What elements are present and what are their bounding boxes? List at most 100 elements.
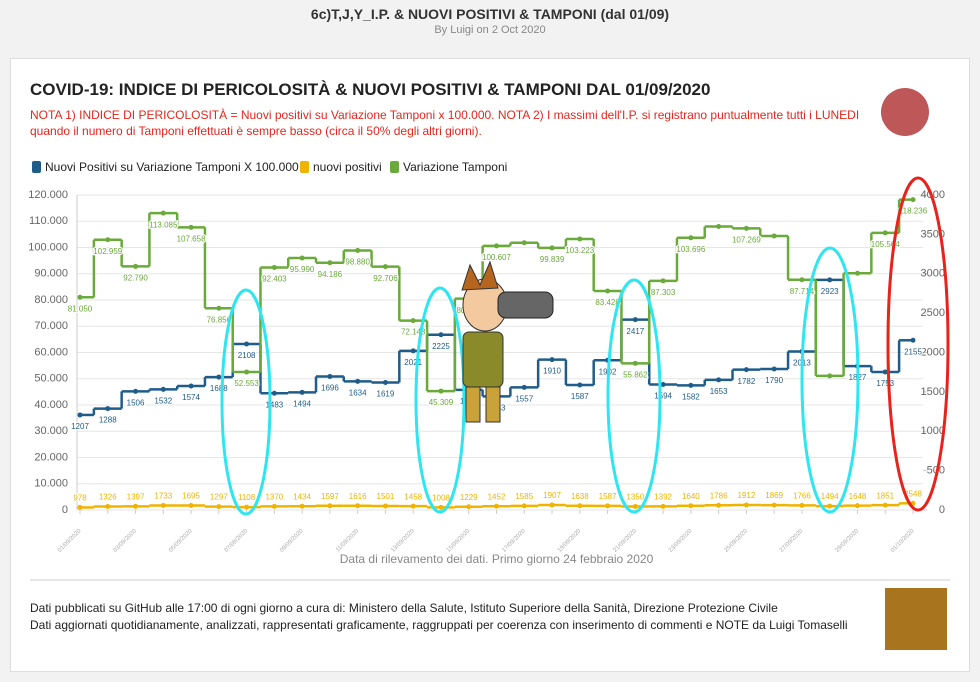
point xyxy=(466,504,472,510)
point xyxy=(632,503,638,509)
y2-tick-label: 1000 xyxy=(921,425,945,437)
data-label: 1587 xyxy=(599,492,617,501)
y2-tick-label: 0 xyxy=(939,504,945,516)
data-label: 1790 xyxy=(765,376,783,385)
data-label: 1638 xyxy=(571,492,589,501)
point xyxy=(410,348,416,354)
point xyxy=(216,374,222,380)
x-tick-label: 29/09/2020 xyxy=(835,528,861,554)
data-label: 1501 xyxy=(377,492,395,501)
data-label: 99.839 xyxy=(540,255,565,264)
data-label: 1733 xyxy=(154,492,172,501)
point xyxy=(660,503,666,509)
x-tick-label: 05/09/2020 xyxy=(168,528,194,554)
point xyxy=(299,389,305,395)
data-label: 98.880 xyxy=(345,258,370,267)
data-label: 1640 xyxy=(682,492,700,501)
point xyxy=(771,366,777,372)
data-label: 1108 xyxy=(238,493,256,502)
data-label: 1434 xyxy=(293,492,311,501)
x-tick-label: 13/09/2020 xyxy=(390,528,416,554)
x-tick-label: 01/09/2020 xyxy=(57,528,83,554)
data-label: 1397 xyxy=(127,492,145,501)
point xyxy=(577,382,583,388)
data-label: 1695 xyxy=(182,492,200,501)
y-tick-label: 70.000 xyxy=(34,320,68,332)
point xyxy=(133,263,139,269)
data-label: 1753 xyxy=(876,379,894,388)
y2-tick-label: 2000 xyxy=(921,346,945,358)
data-label: 1910 xyxy=(543,367,561,376)
data-label: 1585 xyxy=(515,492,533,501)
data-label: 55.862 xyxy=(623,370,648,379)
footer-line: Dati pubblicati su GitHub alle 17:00 di … xyxy=(30,601,778,615)
annotation-ellipse xyxy=(414,286,466,514)
data-label: 94.186 xyxy=(318,270,343,279)
data-label: 2225 xyxy=(432,342,450,351)
data-label: 118.236 xyxy=(899,207,928,216)
y-tick-label: 110.000 xyxy=(29,215,68,227)
data-label: 92.790 xyxy=(123,274,148,283)
data-label: 2155 xyxy=(904,347,922,356)
point xyxy=(882,369,888,375)
point xyxy=(854,270,860,276)
point xyxy=(133,388,139,394)
legend-swatch xyxy=(32,161,41,173)
x-tick-label: 03/09/2020 xyxy=(113,528,139,554)
data-label: 1594 xyxy=(654,392,672,401)
data-label: 107.658 xyxy=(177,235,206,244)
point xyxy=(771,233,777,239)
data-label: 2923 xyxy=(821,287,839,296)
point xyxy=(577,503,583,509)
point xyxy=(632,360,638,366)
legend-swatch xyxy=(390,161,399,173)
point xyxy=(549,245,555,251)
data-label: 1587 xyxy=(571,392,589,401)
point xyxy=(743,502,749,508)
footer-line: Dati aggiornati quotidianamente, analizz… xyxy=(30,618,848,632)
data-label: 1634 xyxy=(349,388,367,397)
data-label: 1557 xyxy=(515,394,533,403)
data-label: 1494 xyxy=(293,399,311,408)
point xyxy=(660,278,666,284)
point xyxy=(410,503,416,509)
data-label: 45.309 xyxy=(429,398,454,407)
point xyxy=(494,503,499,509)
point xyxy=(743,367,749,373)
point xyxy=(521,240,527,246)
y-tick-label: 30.000 xyxy=(34,425,68,437)
y2-tick-label: 2500 xyxy=(921,307,945,319)
point xyxy=(327,260,333,266)
point xyxy=(549,357,555,363)
y-tick-label: 10.000 xyxy=(34,478,68,490)
legend-label: nuovi positivi xyxy=(313,160,382,174)
point xyxy=(327,373,333,379)
point xyxy=(577,236,583,242)
point xyxy=(827,277,833,283)
point xyxy=(438,504,444,510)
data-label: 87.714 xyxy=(790,287,815,296)
y-tick-label: 100.000 xyxy=(28,241,68,253)
cartoon-observer xyxy=(461,260,554,423)
point xyxy=(355,503,361,509)
footer: Dati pubblicati su GitHub alle 17:00 di … xyxy=(30,600,848,634)
point xyxy=(632,317,638,323)
data-label: 1532 xyxy=(154,396,172,405)
x-tick-label: 11/09/2020 xyxy=(335,528,361,554)
point xyxy=(216,305,222,311)
data-label: 105.564 xyxy=(871,240,900,249)
point xyxy=(271,503,277,509)
point xyxy=(105,406,111,412)
point xyxy=(827,373,833,379)
data-label: 1869 xyxy=(765,491,783,500)
point xyxy=(688,503,694,509)
point xyxy=(77,412,83,418)
x-tick-label: 01/10/2020 xyxy=(890,528,916,554)
data-label: 1619 xyxy=(377,390,395,399)
data-label: 2417 xyxy=(626,327,644,336)
point xyxy=(382,503,388,509)
x-tick-label: 19/09/2020 xyxy=(557,528,583,554)
point xyxy=(299,255,305,261)
